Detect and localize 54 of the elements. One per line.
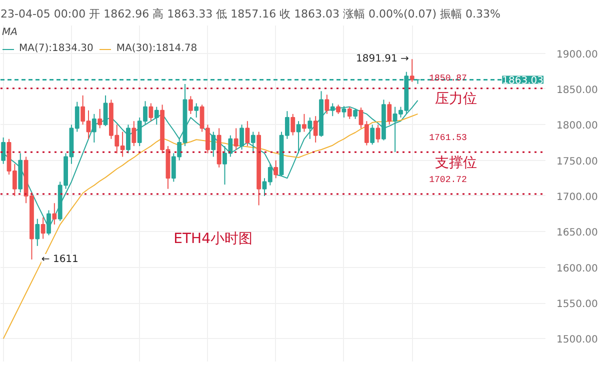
ref-line-label: 1863.03 [502, 76, 544, 87]
y-tick-label: 1800.00 [556, 120, 598, 132]
candlestick [387, 101, 392, 126]
candlestick [35, 218, 40, 246]
legend-label: MA(30):1814.78 [116, 43, 198, 54]
candlestick [154, 106, 159, 126]
candlestick [250, 131, 256, 154]
annotation: ETH4小时图 [174, 230, 252, 247]
candlestick [194, 102, 199, 118]
candlestick [342, 106, 346, 118]
candlestick [132, 120, 136, 147]
y-tick-label: 1850.00 [556, 84, 598, 96]
y-tick-label: 1700.00 [556, 192, 598, 203]
candlestick [313, 116, 318, 143]
y-tick-label: 1900.00 [556, 49, 598, 60]
annotation: 1891.91 → [356, 54, 409, 65]
text: 支撑位 [434, 155, 477, 172]
candlestick [376, 124, 380, 143]
legend-label: MA(7):1834.30 [19, 43, 94, 54]
candlestick [308, 117, 312, 140]
candlestick [330, 102, 335, 117]
candlestick [302, 113, 306, 132]
chart-title: 23-04-05 00:00 开 1862.96 高 1863.33 低 1857.16 收 1863.03 涨幅 0.00%(0.07) 振幅 0.33% [0, 8, 501, 20]
candlestick [370, 124, 375, 146]
candlestick [126, 124, 130, 154]
candlestick [336, 104, 340, 114]
candlestick [274, 160, 278, 179]
text: 压力位 [434, 90, 477, 107]
ref-line-label: 1702.72 [429, 175, 467, 186]
candlestick [52, 202, 57, 226]
candlestick [296, 120, 301, 154]
y-tick-label: 1750.00 [556, 156, 598, 168]
candlestick [290, 113, 296, 136]
candlestick [148, 102, 154, 122]
candlestick [324, 94, 330, 114]
candlestick [40, 216, 46, 240]
ref-line-label: 1761.53 [429, 133, 467, 144]
y-tick-label: 1500.00 [556, 334, 598, 346]
candlestick [211, 131, 216, 158]
candlestick [347, 106, 352, 120]
candlestick [353, 108, 358, 120]
candlestick [92, 113, 96, 143]
candlestick [240, 124, 244, 150]
candlestick [188, 96, 193, 114]
ref-line-label: 1850.87 [429, 73, 467, 84]
y-tick-label: 1650.00 [556, 228, 598, 239]
legend-title: MA [2, 27, 18, 38]
candlestick [98, 108, 102, 129]
candlestick [245, 120, 250, 147]
annotation: ← 1611 [41, 254, 78, 265]
candlestick [234, 128, 238, 150]
candlestick [410, 58, 414, 82]
y-tick-label: 1550.00 [556, 299, 598, 310]
y-tick-label: 1600.00 [556, 263, 598, 274]
